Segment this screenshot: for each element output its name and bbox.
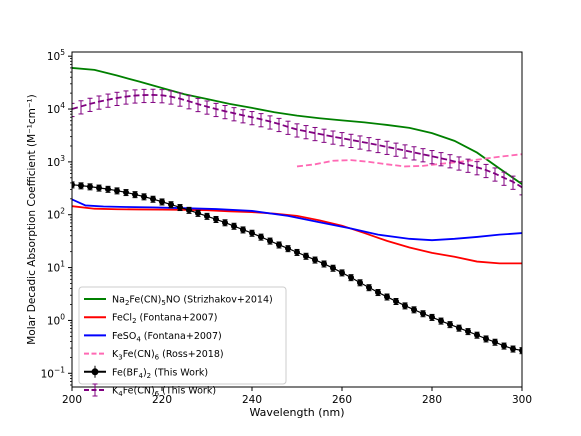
data-point [510, 345, 516, 352]
data-point [267, 237, 273, 244]
data-point [177, 204, 183, 211]
series-line [72, 205, 522, 265]
legend-label: FeSO4 (Fontana+2007) [112, 331, 222, 344]
legend-label: Fe(BF4)2 (This Work) [112, 367, 208, 380]
data-point [519, 347, 522, 354]
data-point [141, 193, 147, 200]
series-4 [72, 181, 522, 355]
data-point [78, 182, 84, 189]
data-point [159, 198, 165, 205]
y-axis: 10−1 100 101 102 103 104 105 [41, 48, 72, 386]
legend: Na2Fe(CN)5NO (Strizhakov+2014) FeCl2 (Fon… [78, 286, 287, 399]
data-point [321, 260, 327, 267]
data-point [213, 216, 219, 223]
data-point [339, 269, 345, 276]
y-tick-label: 10−1 [41, 365, 66, 380]
data-point [393, 298, 399, 305]
data-point [474, 332, 480, 339]
data-point [447, 321, 453, 328]
data-point [492, 339, 498, 346]
data-point [303, 253, 309, 260]
x-tick-label: 240 [242, 394, 262, 406]
x-tick-label: 200 [62, 394, 82, 406]
data-point [312, 256, 318, 263]
legend-label: Na2Fe(CN)5NO (Strizhakov+2014) [112, 295, 273, 308]
data-point [411, 306, 417, 313]
data-point [231, 223, 237, 230]
y-tick-label: 100 [47, 312, 65, 327]
data-point [465, 328, 471, 335]
data-point [483, 335, 489, 342]
data-point [204, 213, 210, 220]
data-point [294, 249, 300, 256]
data-point [276, 241, 282, 248]
series-line [72, 198, 522, 242]
series-0 [72, 67, 522, 185]
legend-label: K4Fe(CN)6 (This Work) [112, 386, 216, 399]
series-line [72, 67, 522, 185]
data-point [168, 201, 174, 208]
data-point [114, 187, 120, 194]
data-point [348, 274, 354, 281]
x-tick-label: 260 [332, 394, 352, 406]
data-point [87, 183, 93, 190]
data-point [123, 189, 129, 196]
data-point [330, 265, 336, 272]
data-point [258, 233, 264, 240]
data-point [240, 226, 246, 233]
x-axis: 200 220 240 260 280 300 [62, 387, 532, 406]
data-point [285, 245, 291, 252]
x-tick-label: 220 [152, 394, 172, 406]
y-tick-label: 101 [47, 260, 65, 275]
y-tick-label: 103 [47, 154, 65, 169]
y-tick-label: 102 [47, 207, 65, 222]
x-tick-label: 300 [512, 394, 532, 406]
data-point [366, 284, 372, 291]
data-point [501, 342, 507, 349]
legend-label: FeCl2 (Fontana+2007) [112, 313, 217, 326]
series-3 [296, 153, 522, 168]
x-tick-label: 280 [422, 394, 442, 406]
data-point [249, 230, 255, 237]
data-point [420, 310, 426, 317]
x-axis-label: Wavelength (nm) [249, 406, 344, 419]
data-point [438, 317, 444, 324]
data-point [402, 302, 408, 309]
data-point [96, 184, 102, 191]
series-1 [72, 205, 522, 265]
data-point [384, 293, 390, 300]
data-point [150, 196, 156, 203]
data-point [105, 186, 111, 193]
data-point [222, 219, 228, 226]
legend-box [78, 286, 287, 385]
series-2 [72, 198, 522, 242]
series-line [296, 153, 522, 168]
series-line [72, 94, 522, 189]
series-5 [72, 88, 522, 196]
data-point [72, 181, 75, 188]
data-point [357, 279, 363, 286]
legend-label: K3Fe(CN)6 (Ross+2018) [112, 349, 224, 362]
data-point [429, 314, 435, 321]
data-point [186, 207, 192, 214]
data-point [456, 324, 462, 331]
data-point [375, 289, 381, 296]
y-tick-label: 104 [47, 101, 65, 116]
y-axis-label: Molar Decadic Absorption Coefficient (M⁻… [26, 94, 38, 345]
series-layer [72, 67, 522, 355]
data-point [195, 210, 201, 217]
data-point [132, 191, 138, 198]
y-tick-label: 105 [47, 48, 65, 63]
